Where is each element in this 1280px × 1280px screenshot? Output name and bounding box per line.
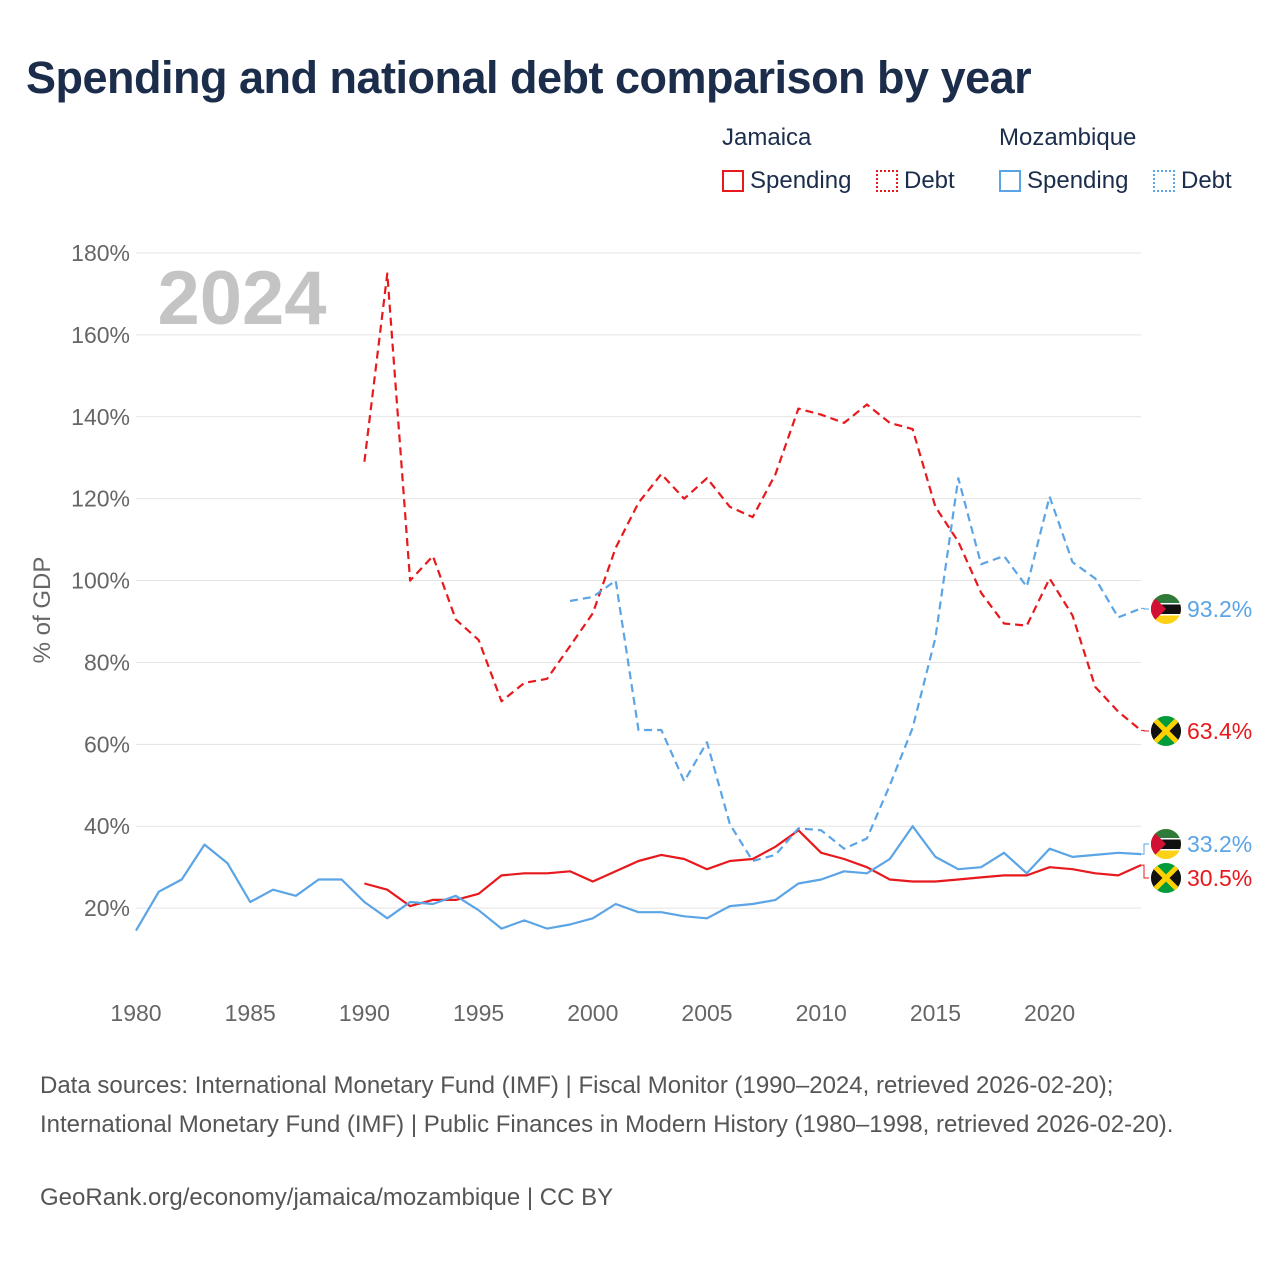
y-tick-label: 40%	[84, 813, 130, 839]
jamaica-debt-line	[363, 272, 1142, 732]
mozambique-debt-line	[569, 477, 1142, 863]
legend-jamaica-debt[interactable]: Debt	[876, 166, 955, 196]
legend-mozambique-title: Mozambique	[999, 124, 1137, 151]
x-tick-label: 2000	[567, 1000, 618, 1026]
jamaica-flag-icon	[1151, 863, 1181, 893]
label-connector	[1141, 864, 1149, 879]
y-tick-label: 100%	[71, 568, 130, 594]
y-tick-label: 60%	[84, 731, 130, 757]
mozambique-flag-icon	[1151, 594, 1181, 624]
mozambique-spending-line	[135, 825, 1142, 932]
label-connector	[1141, 843, 1149, 855]
end-value-label: 63.4%	[1187, 718, 1252, 744]
axis-ticks: 20% 40% 60% 80% 100% 120% 140% 160% 180% 1980 1985…	[71, 240, 1075, 1026]
end-labels: 63.4% 30.5% 93.2% 33.2%	[1141, 596, 1252, 891]
legend-swatch-dotted	[876, 170, 898, 192]
legend-swatch-solid	[999, 170, 1021, 192]
grid	[136, 252, 1141, 909]
end-value-label: 30.5%	[1187, 865, 1252, 891]
y-tick-label: 140%	[71, 404, 130, 430]
legend-label: Spending	[1027, 167, 1129, 194]
credit-link[interactable]: GeoRank.org/economy/jamaica/mozambique |…	[40, 1184, 614, 1211]
legend-label: Debt	[904, 167, 955, 194]
x-tick-label: 1995	[453, 1000, 504, 1026]
x-tick-label: 2020	[1024, 1000, 1075, 1026]
legend-label: Debt	[1181, 167, 1232, 194]
x-tick-label: 2005	[681, 1000, 732, 1026]
jamaica-spending-line	[364, 829, 1142, 908]
y-tick-label: 180%	[71, 240, 130, 266]
y-tick-label: 120%	[71, 486, 130, 512]
legend-jamaica-spending[interactable]: Spending	[722, 166, 851, 196]
legend-mozambique-spending[interactable]: Spending	[999, 166, 1128, 196]
y-axis-title: % of GDP	[29, 557, 56, 664]
legend-jamaica-title: Jamaica	[722, 124, 812, 151]
y-tick-label: 80%	[84, 649, 130, 675]
series	[135, 272, 1142, 932]
legend-swatch-solid	[722, 170, 744, 192]
mozambique-flag-icon	[1151, 829, 1181, 859]
year-label: 2024	[157, 256, 326, 341]
x-tick-label: 2010	[796, 1000, 847, 1026]
end-value-label: 33.2%	[1187, 831, 1252, 857]
jamaica-flag-icon	[1151, 716, 1181, 746]
y-tick-label: 160%	[71, 322, 130, 348]
legend-swatch-dotted	[1153, 170, 1175, 192]
data-sources: Data sources: International Monetary Fun…	[40, 1072, 1174, 1138]
legend-label: Spending	[750, 167, 852, 194]
x-tick-label: 1980	[110, 1000, 161, 1026]
x-tick-label: 2015	[910, 1000, 961, 1026]
chart-title: Spending and national debt comparison by…	[26, 52, 1032, 103]
legend-mozambique-debt[interactable]: Debt	[1153, 166, 1232, 196]
x-tick-label: 1985	[225, 1000, 276, 1026]
x-tick-label: 1990	[339, 1000, 390, 1026]
line-chart: 20% 40% 60% 80% 100% 120% 140% 160% 180% 1980 1985…	[29, 240, 1252, 1026]
label-connector	[1141, 729, 1149, 732]
end-value-label: 93.2%	[1187, 596, 1252, 622]
y-tick-label: 20%	[84, 895, 130, 921]
label-connector	[1141, 607, 1149, 610]
